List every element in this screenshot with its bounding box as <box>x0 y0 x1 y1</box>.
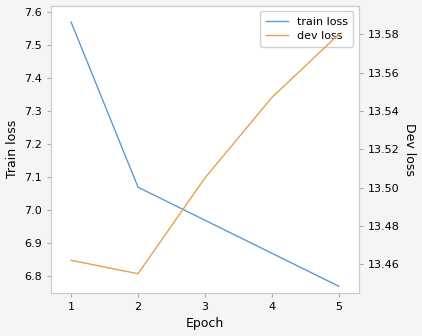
Y-axis label: Dev loss: Dev loss <box>403 123 417 176</box>
train loss <box>269 251 274 255</box>
dev loss <box>135 272 141 276</box>
train loss <box>135 185 141 189</box>
dev loss <box>68 258 73 262</box>
dev loss <box>336 32 341 36</box>
Y-axis label: Train loss: Train loss <box>5 120 19 178</box>
Line: train loss: train loss <box>71 22 339 286</box>
dev loss <box>203 176 208 180</box>
Legend: train loss, dev loss: train loss, dev loss <box>260 11 353 47</box>
train loss <box>336 284 341 288</box>
X-axis label: Epoch: Epoch <box>186 318 224 330</box>
Line: dev loss: dev loss <box>71 34 339 274</box>
train loss <box>68 20 73 24</box>
dev loss <box>269 95 274 99</box>
train loss <box>203 218 208 222</box>
